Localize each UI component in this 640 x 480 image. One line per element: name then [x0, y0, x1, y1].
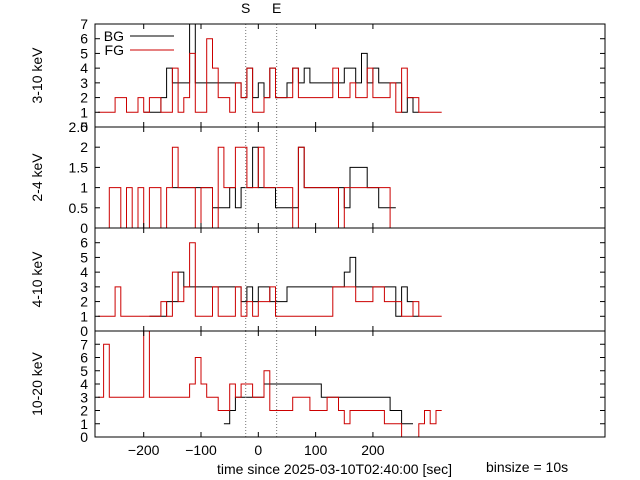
- marker-label-e: E: [272, 0, 281, 16]
- y-tick-label: 2.5: [69, 119, 89, 135]
- x-axis-label: time since 2025-03-10T02:40:00 [sec]: [217, 461, 453, 477]
- y-tick-label: 7: [80, 16, 88, 32]
- x-tick-label: 100: [304, 442, 328, 458]
- y-tick-label: 2: [80, 90, 88, 106]
- x-tick-label: 200: [361, 442, 385, 458]
- y-tick-label: 4: [80, 376, 88, 392]
- y-tick-label: 4: [80, 264, 88, 280]
- y-tick-label: 3: [80, 279, 88, 295]
- y-tick-label: 0: [80, 323, 88, 339]
- panel-frame-1: [94, 23, 606, 128]
- series-bg-panel-2: [172, 146, 396, 209]
- y-tick-label: 0.5: [69, 200, 89, 216]
- x-tick-label: −200: [128, 442, 160, 458]
- series-bg-panel-1: [143, 23, 419, 113]
- y-tick-label: 1: [80, 416, 88, 432]
- y-axis-label-panel-3: 4-10 keV: [29, 251, 45, 308]
- y-tick-label: 3: [80, 389, 88, 405]
- series-bg-panel-4: [223, 383, 413, 425]
- y-tick-label: 0: [80, 119, 88, 135]
- series-fg-panel-1: [97, 38, 442, 113]
- y-tick-label: 5: [80, 363, 88, 379]
- marker-label-s: S: [241, 0, 250, 16]
- y-tick-label: 6: [80, 31, 88, 47]
- y-tick-label: 2: [80, 403, 88, 419]
- y-tick-label: 4: [80, 60, 88, 76]
- series-fg-panel-3: [97, 242, 442, 317]
- y-axis-label-panel-1: 3-10 keV: [29, 47, 45, 104]
- series-fg-panel-2: [103, 146, 442, 229]
- series-fg-panel-4: [97, 330, 442, 438]
- y-tick-label: 2: [80, 139, 88, 155]
- y-tick-label: 1.5: [69, 159, 89, 175]
- y-axis-label-panel-2: 2-4 keV: [29, 153, 45, 202]
- y-tick-label: 1: [80, 104, 88, 120]
- y-tick-label: 5: [80, 45, 88, 61]
- x-tick-label: 0: [254, 442, 262, 458]
- x-tick-label: −100: [185, 442, 217, 458]
- y-tick-label: 6: [80, 235, 88, 251]
- y-tick-label: 1: [80, 180, 88, 196]
- legend-label-bg: BG: [104, 28, 124, 44]
- y-tick-label: 2: [80, 294, 88, 310]
- y-tick-label: 5: [80, 249, 88, 265]
- y-tick-label: 6: [80, 350, 88, 366]
- panel-frame-3: [94, 227, 606, 332]
- y-axis-label-panel-4: 10-20 keV: [29, 351, 45, 415]
- binsize-label: binsize = 10s: [486, 459, 569, 475]
- y-tick-label: 3: [80, 75, 88, 91]
- y-tick-label: 7: [80, 336, 88, 352]
- legend-label-fg: FG: [105, 42, 124, 58]
- y-tick-label: 0: [80, 220, 88, 236]
- y-tick-label: 0: [80, 429, 88, 445]
- y-tick-label: 1: [80, 308, 88, 324]
